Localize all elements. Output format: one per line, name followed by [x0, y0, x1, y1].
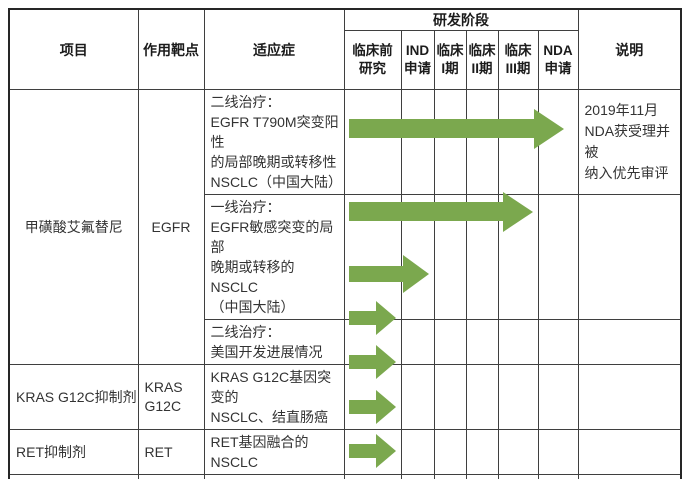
stage-header-nda: NDA 申请: [537, 30, 579, 90]
stage-cell: [433, 364, 467, 430]
stage-cell: [497, 429, 539, 475]
stage-cell: [400, 194, 435, 320]
stage-cell: [400, 429, 435, 475]
stage-header-preclinical: 临床前 研究: [343, 30, 402, 90]
pipeline-table: 项目 作用靶点 适应症 研发阶段 说明 临床前 研究 IND 申请 临床 I期 …: [8, 8, 682, 479]
project-cell: 甲磺酸艾氟替尼: [8, 89, 139, 365]
indication-cell: 二线治疗： 美国开发进展情况: [203, 319, 345, 365]
stage-cell: [343, 89, 402, 195]
stage-cell: [537, 89, 579, 195]
indication-column-header: 适应症: [203, 8, 345, 90]
stage-header-phase2: 临床 II期: [465, 30, 499, 90]
stage-cell: [465, 319, 499, 365]
stage-cell: [400, 89, 435, 195]
stage-cell: [465, 364, 499, 430]
stage-cell: [537, 194, 579, 320]
stage-cell: [343, 364, 402, 430]
stage-cell: [465, 194, 499, 320]
stage-cell: [537, 319, 579, 365]
stage-cell: [433, 319, 467, 365]
stage-cell: [497, 194, 539, 320]
stage-cell: [400, 474, 435, 479]
stage-cell: [343, 319, 402, 365]
indication-cell: 一线治疗： EGFR敏感突变的局部 晚期或转移的NSCLC （中国大陆）: [203, 194, 345, 320]
stage-cell: [465, 474, 499, 479]
stage-cell: [433, 474, 467, 479]
note-column-header: 说明: [577, 8, 682, 90]
note-cell: [577, 474, 682, 479]
note-cell: [577, 364, 682, 430]
stage-cell: [433, 429, 467, 475]
target-cell: RET: [137, 429, 205, 475]
stage-cell: [497, 319, 539, 365]
project-cell: KRAS G12C抑制剂: [8, 364, 139, 430]
target-cell: KRAS G12C: [137, 364, 205, 430]
indication-cell: 二线治疗： EGFR T790M突变阳性 的局部晚期或转移性 NSCLC（中国大…: [203, 89, 345, 195]
project-cell: EGFR外显子20插入 突变抑制剂: [8, 474, 139, 479]
stage-cell: [497, 364, 539, 430]
note-cell: 2019年11月 NDA获受理并被 纳入优先审评: [577, 89, 682, 195]
stage-cell: [537, 364, 579, 430]
indication-cell: RET基因融合的NSCLC: [203, 429, 345, 475]
indication-cell: 应用于EGFR外显子20插 入突变的NSCLC: [203, 474, 345, 479]
indication-cell: KRAS G12C基因突变的 NSCLC、结直肠癌: [203, 364, 345, 430]
stage-header-ind: IND 申请: [400, 30, 435, 90]
stage-cell: [400, 364, 435, 430]
stage-cell: [465, 89, 499, 195]
stage-group-header: 研发阶段: [343, 8, 579, 31]
stage-cell: [497, 89, 539, 195]
stage-cell: [400, 319, 435, 365]
stage-cell: [497, 474, 539, 479]
stage-cell: [433, 194, 467, 320]
stage-cell: [537, 474, 579, 479]
stage-cell: [343, 194, 402, 320]
stage-header-phase1: 临床 I期: [433, 30, 467, 90]
target-cell: EGFR: [137, 89, 205, 365]
stage-cell: [343, 429, 402, 475]
project-cell: RET抑制剂: [8, 429, 139, 475]
target-column-header: 作用靶点: [137, 8, 205, 90]
note-cell: [577, 429, 682, 475]
note-cell: [577, 319, 682, 365]
target-cell: EGFR: [137, 474, 205, 479]
project-column-header: 项目: [8, 8, 139, 90]
stage-header-phase3: 临床 III期: [497, 30, 539, 90]
stage-cell: [465, 429, 499, 475]
note-cell: [577, 194, 682, 320]
stage-cell: [343, 474, 402, 479]
stage-cell: [433, 89, 467, 195]
stage-cell: [537, 429, 579, 475]
